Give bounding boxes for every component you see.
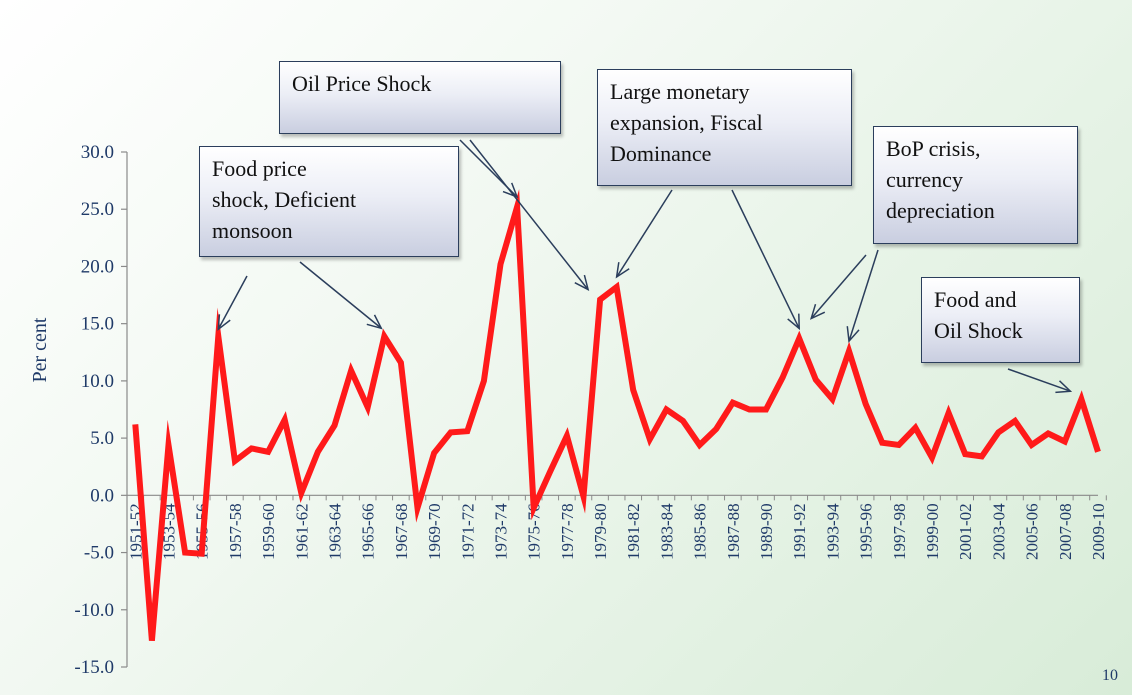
series-line <box>132 189 1101 641</box>
y-tick-label: -5.0 <box>84 543 114 564</box>
y-tick-label: 5.0 <box>90 428 114 449</box>
x-tick-label: 1965-66 <box>359 503 378 560</box>
x-tick-label: 1981-82 <box>624 503 643 560</box>
annotation-bop-crisis: BoP crisis, currency depreciation <box>873 126 1078 244</box>
x-tick-label: 2007-08 <box>1056 503 1075 560</box>
x-tick-label: 1959-60 <box>259 503 278 560</box>
y-axis-label: Per cent <box>29 317 51 382</box>
annotation-line: Dominance <box>610 141 712 166</box>
y-axis: 30.0 25.0 20.0 15.0 10.0 5.0 0.0 -5.0 -10.0 -15.0 <box>74 142 128 678</box>
x-tick-label: 1989-90 <box>757 503 776 560</box>
x-tick-label: 2009-10 <box>1089 503 1108 560</box>
x-tick-label: 1991-92 <box>790 503 809 560</box>
x-tick-label: 1961-62 <box>292 503 311 560</box>
annotation-food-price-shock: Food price shock, Deficient monsoon <box>199 146 459 257</box>
x-tick-label: 2001-02 <box>956 503 975 560</box>
annotation-arrow <box>848 249 879 342</box>
annotation-food-and-oil-shock: Food and Oil Shock <box>921 277 1080 363</box>
page-number: 10 <box>1102 667 1118 684</box>
annotation-arrowhead <box>574 274 590 292</box>
x-tick-label: 1985-86 <box>691 503 710 560</box>
annotation-line: Food price <box>212 156 307 181</box>
annotation-arrowhead <box>366 314 383 330</box>
annotation-arrowhead <box>615 262 630 279</box>
y-tick-label: 10.0 <box>81 371 114 392</box>
annotation-arrow <box>299 261 382 329</box>
annotation-line: Food and <box>934 287 1017 312</box>
annotation-arrowhead <box>810 303 826 320</box>
annotation-arrow <box>810 254 867 320</box>
x-tick-label: 1957-58 <box>226 503 245 560</box>
x-tick-label: 1973-74 <box>491 503 510 560</box>
annotation-line: currency <box>886 167 963 192</box>
x-tick-label: 1999-00 <box>923 503 942 560</box>
x-tick-label: 1977-78 <box>558 503 577 560</box>
y-tick-label: 15.0 <box>81 314 114 335</box>
x-tick-label: 1963-64 <box>325 503 344 560</box>
x-tick-label: 2005-06 <box>1023 503 1042 560</box>
x-tick-label: 1995-96 <box>857 503 876 560</box>
annotation-line: monsoon <box>212 218 293 243</box>
x-tick-label: 1987-88 <box>724 503 743 560</box>
x-tick-label: 1979-80 <box>591 503 610 560</box>
y-tick-label: -10.0 <box>74 600 114 621</box>
annotation-monetary-expansion: Large monetary expansion, Fiscal Dominan… <box>597 69 852 186</box>
annotation-arrowhead <box>1055 380 1073 394</box>
annotation-arrow <box>469 139 589 291</box>
annotation-line: Oil Shock <box>934 318 1023 343</box>
annotation-arrow <box>731 189 800 329</box>
y-tick-label: -15.0 <box>74 657 114 678</box>
series-layer <box>132 189 1101 641</box>
x-tick-label: 1971-72 <box>458 503 477 560</box>
annotation-arrowhead <box>502 182 519 199</box>
x-tick-label: 1993-94 <box>823 503 842 560</box>
y-tick-label: 20.0 <box>81 256 114 277</box>
annotation-arrow <box>217 275 248 330</box>
x-tick-label: 1969-70 <box>425 503 444 560</box>
annotation-arrowhead <box>846 326 860 343</box>
annotation-line: Oil Price Shock <box>292 71 432 96</box>
annotation-line: Large monetary <box>610 79 750 104</box>
y-tick-label: 0.0 <box>90 485 114 506</box>
x-tick-label: 1967-68 <box>392 503 411 560</box>
x-tick-label: 2003-04 <box>989 503 1008 560</box>
x-tick-label: 1997-98 <box>890 503 909 560</box>
annotation-line: shock, Deficient <box>212 187 357 212</box>
annotation-oil-price-shock: Oil Price Shock <box>279 61 561 134</box>
y-tick-label: 25.0 <box>81 199 114 220</box>
x-tick-label: 1983-84 <box>657 503 676 560</box>
x-axis: 1951-52 1953-54 1955-56 1957-58 1959-60 1961-… <box>126 494 1108 560</box>
annotation-arrowhead <box>787 313 800 331</box>
x-tick-label: 1975-76 <box>525 503 544 560</box>
annotation-arrowhead <box>217 314 231 331</box>
annotation-arrows <box>217 139 1073 394</box>
annotation-line: BoP crisis, <box>886 136 981 161</box>
annotation-arrow <box>616 189 673 278</box>
annotation-arrow <box>1007 368 1071 392</box>
annotation-line: depreciation <box>886 198 995 223</box>
y-tick-label: 30.0 <box>81 142 114 163</box>
annotation-line: expansion, Fiscal <box>610 110 763 135</box>
